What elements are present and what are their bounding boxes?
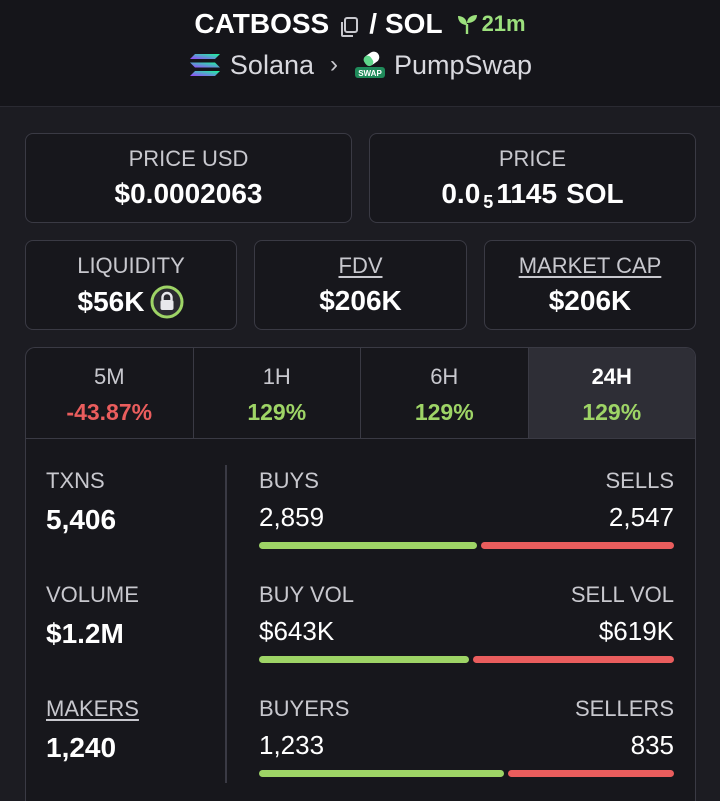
volume-value: $1.2M (46, 618, 124, 649)
quote-token-symbol: SOL (385, 8, 443, 39)
dex-link[interactable]: PumpSwap (394, 49, 533, 80)
makers-value: 1,240 (46, 732, 117, 763)
price-digits: 1145 (496, 178, 558, 209)
txns-label: TXNS (46, 468, 105, 493)
tab-change: 129% (582, 399, 642, 425)
makers-stat: MAKERS 1,240 (46, 696, 139, 764)
copy-icon[interactable] (339, 13, 359, 37)
sellers-label: SELLERS (574, 696, 674, 721)
volume-label: VOLUME (46, 582, 139, 607)
stats-panel: 5M -43.87% 1H 129% 6H 129% 24H 129% TXNS… (25, 347, 696, 801)
pair-breadcrumb: Solana › SWAP PumpSwap (0, 46, 720, 84)
sellers-value: 835 (630, 730, 674, 760)
buy-vol-bar-fill (259, 656, 469, 663)
makers-label[interactable]: MAKERS (46, 696, 139, 721)
sell-vol-label: SELL VOL (570, 582, 674, 607)
price-card: PRICE 0.0 5 1145 SOL (369, 133, 696, 223)
buyers-value: 1,233 (259, 730, 325, 760)
pair-age-value: 21m (481, 11, 526, 36)
sells-bar-fill (480, 542, 674, 549)
price-value: 0.0 5 1145 SOL (370, 178, 695, 212)
tab-label: 24H (591, 364, 632, 389)
buy-vol-value: $643K (259, 616, 335, 646)
liquidity-label: LIQUIDITY (77, 253, 185, 278)
buyers-bar-fill (259, 770, 505, 777)
pumpswap-logo-icon: SWAP (354, 51, 386, 79)
tab-6h[interactable]: 6H 129% (361, 348, 529, 438)
pair-separator: / (369, 8, 377, 39)
price-usd-card: PRICE USD $0.0002063 (25, 133, 352, 223)
buyers-sellers-bar (259, 770, 674, 777)
buys-bar-fill (259, 542, 477, 549)
tab-change: 129% (414, 399, 474, 425)
tab-change: 129% (247, 399, 307, 425)
sells-value: 2,547 (608, 502, 674, 532)
fdv-value: $206K (319, 285, 402, 316)
buys-sells-bar (259, 542, 674, 549)
fdv-label[interactable]: FDV (338, 253, 383, 278)
price-usd-value: $0.0002063 (114, 178, 263, 209)
tab-label: 1H (262, 364, 291, 389)
lock-icon[interactable] (150, 285, 184, 319)
buys-sells-group: BUYS SELLS 2,859 2,547 (259, 468, 674, 549)
buyers-sellers-group: BUYERS SELLERS 1,233 835 (259, 696, 674, 777)
price-prefix: 0.0 (441, 178, 481, 209)
pumpswap-badge-text: SWAP (358, 69, 382, 78)
sell-vol-bar-fill (472, 656, 674, 663)
tab-label: 6H (430, 364, 459, 389)
liquidity-value-row: $56K (26, 285, 236, 319)
sell-vol-value: $619K (598, 616, 674, 646)
buyers-label: BUYERS (259, 696, 350, 721)
tab-label: 5M (93, 364, 125, 389)
price-usd-label: PRICE USD (128, 146, 249, 171)
tab-5m[interactable]: 5M -43.87% (26, 348, 194, 438)
price-unit: SOL (566, 178, 624, 209)
solana-logo-icon (188, 52, 222, 78)
sells-label: SELLS (605, 468, 675, 493)
seedling-icon (457, 15, 477, 34)
buy-vol-label: BUY VOL (259, 582, 354, 607)
market-cap-value: $206K (548, 285, 632, 316)
tab-change: -43.87% (66, 399, 153, 425)
buys-value: 2,859 (259, 502, 325, 532)
buys-label: BUYS (259, 468, 319, 493)
txns-value: 5,406 (46, 504, 117, 535)
txns-stat: TXNS 5,406 (46, 468, 116, 536)
market-cap-label[interactable]: MARKET CAP (518, 253, 662, 278)
buy-sell-volume-group: BUY VOL SELL VOL $643K $619K (259, 582, 674, 663)
pair-title: CATBOSS / SOL 21m (0, 6, 720, 42)
liquidity-value: $56K (77, 286, 145, 317)
tab-24h[interactable]: 24H 129% (528, 348, 695, 438)
stats-divider (225, 465, 227, 783)
tab-1h[interactable]: 1H 129% (194, 348, 361, 438)
sellers-bar-fill (508, 770, 674, 777)
market-cap-card: MARKET CAP $206K (484, 240, 696, 330)
liquidity-card: LIQUIDITY $56K (25, 240, 237, 330)
price-label: PRICE (498, 146, 567, 171)
buy-sell-volume-bar (259, 656, 674, 663)
chevron-right-icon: › (330, 51, 338, 78)
fdv-card: FDV $206K (254, 240, 467, 330)
chain-link[interactable]: Solana (229, 49, 314, 80)
pair-age: 21m (455, 11, 526, 37)
price-zero-count: 5 (483, 192, 494, 212)
pair-header: CATBOSS / SOL 21m Solana › (0, 0, 720, 107)
volume-stat: VOLUME $1.2M (46, 582, 139, 650)
base-token-symbol: CATBOSS (194, 8, 330, 39)
timeframe-tabs: 5M -43.87% 1H 129% 6H 129% 24H 129% (26, 348, 695, 439)
